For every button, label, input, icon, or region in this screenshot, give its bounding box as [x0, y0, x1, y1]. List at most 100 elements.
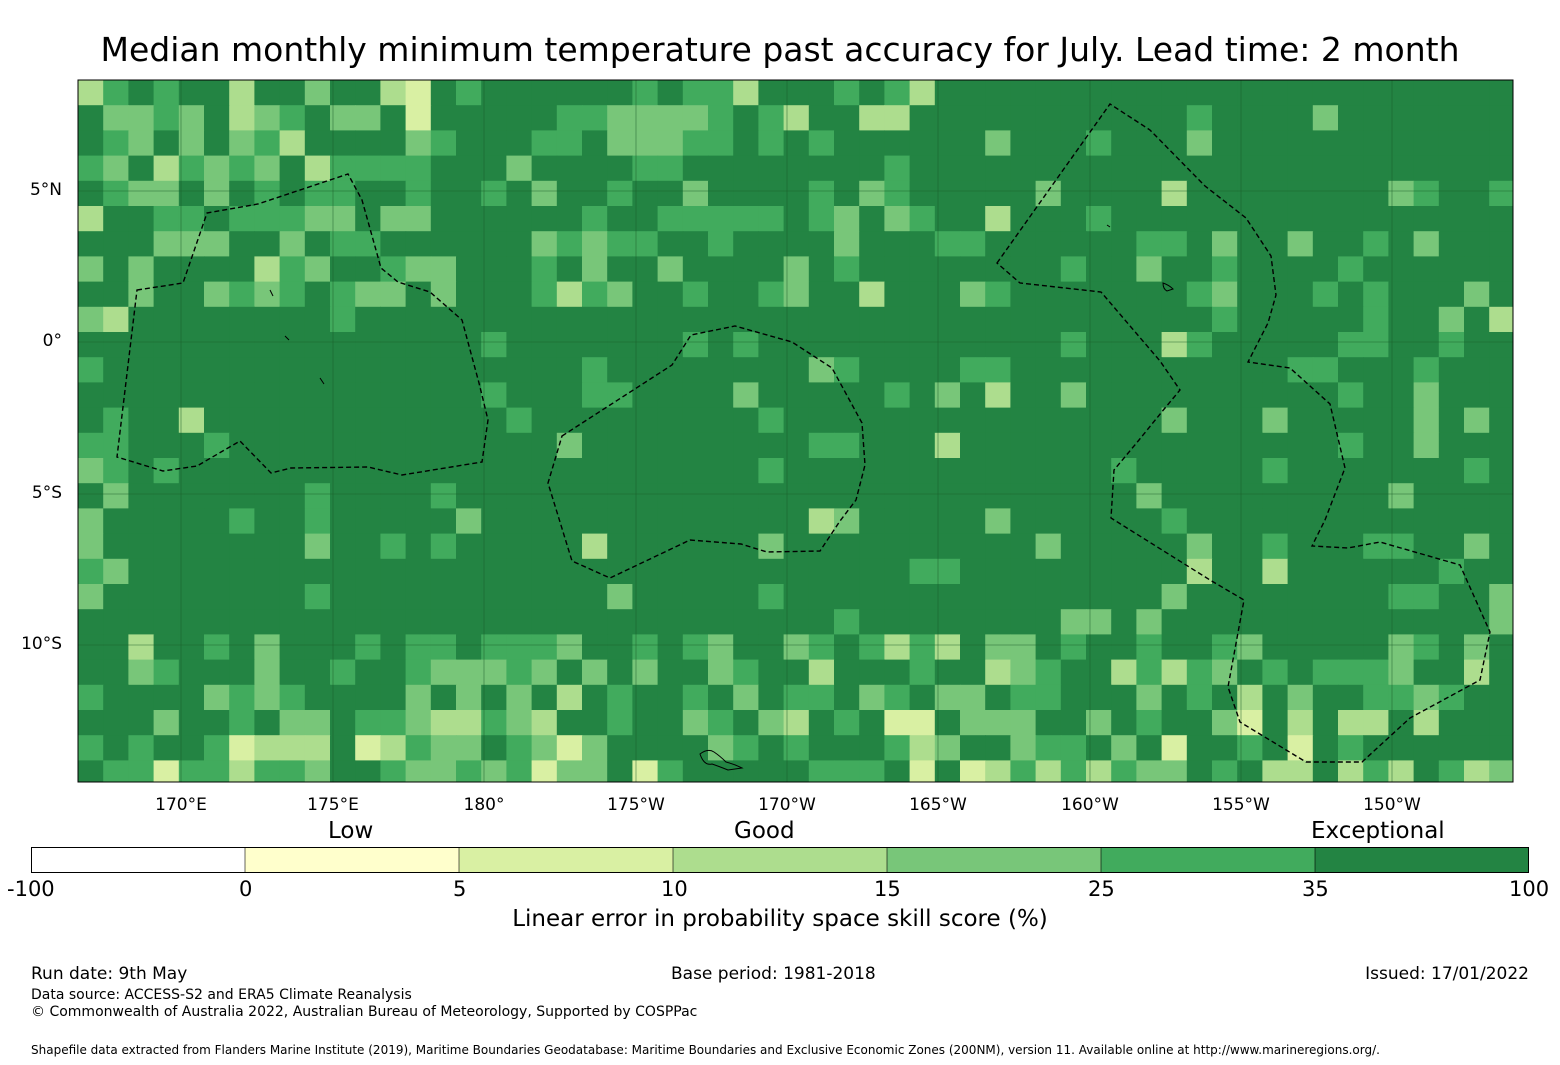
grid-cell [884, 105, 911, 131]
grid-cell [909, 735, 936, 761]
grid-cell [103, 231, 129, 257]
grid-cell [884, 155, 911, 182]
grid-cell [1413, 558, 1440, 585]
grid-cell [1363, 382, 1389, 409]
grid-cell [229, 155, 255, 182]
grid-cell [1338, 483, 1364, 509]
grid-cell [355, 533, 381, 560]
grid-cell [1136, 256, 1163, 283]
grid-cell [1489, 634, 1513, 661]
grid-cell [1363, 80, 1389, 106]
grid-cell [733, 710, 759, 736]
grid-cell [758, 710, 785, 736]
grid-cell [1438, 105, 1465, 131]
grid-cell [229, 584, 255, 610]
legend-category-exceptional: Exceptional [1311, 818, 1445, 844]
grid-cell [279, 584, 306, 610]
grid-cell [128, 710, 155, 736]
grid-cell [531, 180, 558, 207]
grid-cell [582, 432, 608, 459]
grid-cell [985, 130, 1011, 157]
grid-cell [1237, 155, 1263, 182]
grid-cell [1287, 584, 1314, 610]
grid-cell [128, 105, 155, 131]
grid-cell [178, 584, 205, 610]
grid-cell [607, 684, 633, 711]
grid-cell [153, 130, 180, 157]
grid-cell [632, 105, 659, 131]
colorbar-label: Linear error in probability space skill … [512, 906, 1048, 932]
grid-cell [1413, 306, 1440, 333]
grid-cell [934, 357, 961, 383]
grid-cell [934, 659, 961, 686]
grid-cell [1060, 231, 1087, 257]
grid-cell [330, 155, 356, 182]
grid-cell [330, 105, 356, 131]
grid-cell [456, 684, 482, 711]
grid-cell [884, 130, 911, 157]
grid-cell [909, 130, 936, 157]
grid-cell [783, 357, 810, 383]
grid-cell [657, 130, 684, 157]
grid-cell [178, 357, 205, 383]
grid-cell [153, 533, 180, 560]
grid-cell [481, 332, 507, 358]
grid-cell [1338, 684, 1364, 711]
grid-cell [1464, 634, 1490, 661]
grid-cell [254, 206, 281, 232]
grid-cell [456, 105, 482, 131]
grid-cell [1010, 105, 1037, 131]
grid-cell [78, 80, 104, 106]
grid-cell [607, 332, 633, 358]
grid-cell [1438, 508, 1465, 535]
grid-cell [456, 760, 482, 782]
grid-cell [204, 684, 230, 711]
grid-cell [1338, 306, 1364, 333]
grid-cell [934, 281, 961, 308]
grid-cell [733, 357, 759, 383]
grid-cell [556, 684, 583, 711]
grid-cell [1212, 256, 1238, 283]
grid-cell [960, 130, 986, 157]
grid-cell [1111, 281, 1137, 308]
grid-cell [430, 458, 457, 484]
grid-cell [556, 533, 583, 560]
grid-cell [1186, 155, 1213, 182]
grid-cell [380, 306, 407, 333]
grid-cell [758, 407, 785, 434]
grid-cell [456, 432, 482, 459]
grid-cell [758, 256, 785, 283]
grid-cell [456, 206, 482, 232]
grid-cell [783, 281, 810, 308]
grid-cell [1338, 634, 1364, 661]
grid-cell [657, 432, 684, 459]
grid-cell [783, 710, 810, 736]
grid-cell [1161, 483, 1188, 509]
grid-cell [582, 584, 608, 610]
grid-cell [1438, 155, 1465, 182]
grid-cell [430, 206, 457, 232]
grid-cell [1338, 735, 1364, 761]
grid-cell [1035, 80, 1062, 106]
grid-cell [859, 483, 885, 509]
grid-cell [380, 130, 407, 157]
grid-cell [355, 155, 381, 182]
grid-cell [556, 155, 583, 182]
grid-cell [1237, 281, 1263, 308]
grid-cell [657, 382, 684, 409]
grid-cell [708, 533, 734, 560]
grid-cell [1413, 508, 1440, 535]
grid-cell [1161, 558, 1188, 585]
grid-cell [178, 458, 205, 484]
grid-cell [808, 558, 835, 585]
grid-cell [1136, 180, 1163, 207]
grid-cell [1438, 684, 1465, 711]
grid-cell [279, 432, 306, 459]
grid-cell [1287, 710, 1314, 736]
grid-cell [405, 306, 432, 333]
grid-cell [783, 584, 810, 610]
grid-cell [1413, 684, 1440, 711]
grid-cell [1035, 231, 1062, 257]
map-frame [77, 79, 1514, 783]
grid-cell [708, 155, 734, 182]
